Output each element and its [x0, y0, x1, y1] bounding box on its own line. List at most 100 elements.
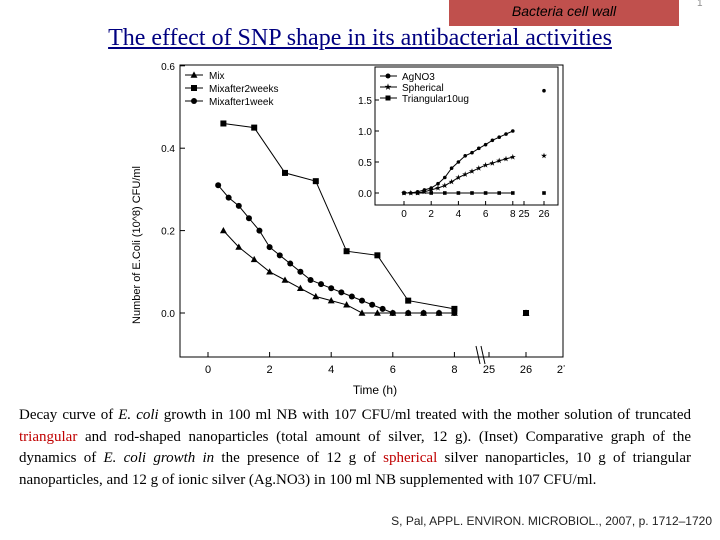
data-point-Mixafter2weeks — [220, 120, 227, 127]
data-point-Mixafter2weeks — [374, 252, 381, 259]
data-point-Mixafter1week — [451, 310, 458, 316]
inset-data-point-AgNO3 — [470, 150, 474, 155]
data-point-Mixafter1week — [436, 310, 442, 316]
inset-data-point-AgNO3 — [542, 88, 546, 93]
caption-species: E. coli — [118, 407, 159, 423]
data-point-Mix — [343, 301, 351, 308]
inset-data-point-Triangular10ug — [402, 191, 406, 195]
data-point-Mixafter1week — [215, 182, 222, 189]
inset-data-point-AgNO3 — [456, 160, 461, 164]
inset-data-point-AgNO3 — [443, 175, 447, 180]
slide-number: 1 — [697, 0, 703, 9]
section-banner-label: Bacteria cell wall — [511, 3, 617, 19]
x-axis-label: Time (h) — [353, 383, 397, 397]
inset-data-point-Triangular10ug — [542, 191, 546, 195]
inset-data-point-Spherical — [448, 178, 455, 185]
inset-data-point-Triangular10ug — [429, 191, 433, 195]
legend-marker-Mixafter1week — [191, 98, 197, 104]
inset-x-tick-label: 25 — [518, 209, 530, 220]
inset-data-point-Spherical — [455, 174, 462, 180]
inset-data-point-Spherical — [489, 160, 496, 166]
data-point-Mixafter2weeks — [312, 178, 319, 185]
inset-y-tick-label: 0.5 — [358, 158, 372, 169]
figure-caption: Decay curve of E. coli growth in 100 ml … — [19, 405, 691, 491]
inset-data-point-AgNO3 — [497, 135, 502, 139]
inset-data-point-Spherical — [435, 184, 441, 191]
main-axes: 024682526270.00.20.40.6 — [161, 62, 565, 376]
inset-data-point-Spherical — [475, 165, 482, 171]
caption-highlight-triangular: triangular — [19, 428, 78, 445]
data-point-Mixafter1week — [256, 227, 263, 234]
series-line-Mix — [223, 230, 455, 314]
inset-data-point-AgNO3 — [436, 181, 440, 186]
y-tick-label: 0.2 — [161, 227, 175, 238]
inset-data-point-Triangular10ug — [511, 191, 515, 195]
legend-label: Mix — [209, 71, 225, 82]
inset-legend-marker-Triangular10ug — [385, 95, 391, 101]
data-point-Mixafter2weeks — [343, 248, 350, 255]
main-series-group — [215, 120, 530, 316]
series-line-Mixafter1week — [217, 184, 455, 314]
inset-data-point-Spherical — [428, 186, 435, 193]
x-tick-label: 25 — [483, 364, 495, 376]
data-point-Mixafter2weeks — [451, 305, 458, 312]
inset-series-group — [401, 88, 547, 196]
data-point-Mix — [296, 284, 304, 291]
data-point-Mix — [250, 255, 258, 263]
data-point-Mixafter1week — [389, 310, 396, 316]
main-legend: Mix Mixafter2weeks Mixafter1week — [185, 71, 278, 108]
data-point-Mixafter1week — [318, 281, 325, 288]
data-point-Mix — [358, 309, 366, 316]
data-point-Mixafter1week — [297, 268, 304, 275]
data-point-Mix — [219, 227, 227, 234]
inset-data-point-Spherical — [482, 162, 489, 168]
inset-data-point-AgNO3 — [477, 146, 481, 151]
inset-legend-label: Triangular10ug — [402, 94, 469, 105]
x-tick-label: 26 — [520, 364, 532, 376]
inset-data-point-Spherical — [469, 168, 475, 174]
inset-x-tick-label: 8 — [510, 209, 516, 220]
axis-break-mark — [480, 345, 486, 365]
x-tick-label: 0 — [205, 364, 211, 376]
x-tick-label: 6 — [390, 364, 396, 376]
axis-break-mark — [475, 345, 481, 365]
data-point-Mixafter2weeks — [405, 297, 412, 304]
inset-legend-marker-Spherical — [384, 83, 392, 90]
inset-data-point-AgNO3 — [490, 138, 495, 143]
citation: S, Pal, APPL. ENVIRON. MICROBIOL., 2007,… — [391, 514, 712, 528]
legend-marker-Mixafter2weeks — [191, 85, 197, 91]
inset-data-point-Spherical — [441, 182, 448, 189]
data-point-Mixafter1week — [359, 297, 365, 304]
inset-data-point-Triangular10ug — [443, 191, 447, 195]
data-point-Mix — [312, 292, 320, 300]
inset-x-tick-label: 2 — [428, 209, 434, 220]
inset-data-point-Triangular10ug — [456, 191, 461, 195]
data-point-Mixafter1week — [338, 289, 345, 296]
inset-y-tick-label: 1.0 — [358, 127, 372, 138]
data-point-Mix — [327, 297, 335, 304]
inset-axes: 0 2 4 6 8 25 26 0.0 0.5 1.0 1.5 — [358, 96, 550, 220]
data-point-Mixafter1week — [266, 244, 273, 251]
y-tick-label: 0.4 — [161, 144, 175, 155]
inset-data-point-AgNO3 — [449, 166, 454, 170]
inset-data-point-Spherical — [462, 171, 469, 177]
main-plot-frame — [179, 64, 564, 365]
data-point-Mixafter2weeks — [251, 124, 258, 131]
y-tick-label: 0.6 — [161, 62, 175, 73]
inset-legend-label: Spherical — [402, 83, 444, 94]
data-point-Mix — [235, 243, 243, 250]
inset-data-point-AgNO3 — [504, 132, 508, 136]
caption-highlight-spherical: spherical — [383, 450, 438, 466]
y-axis-label: Number of E.Coli (10^8) CFU/ml — [131, 166, 143, 324]
inset-data-point-AgNO3 — [511, 129, 515, 133]
inset-x-tick-label: 26 — [538, 209, 550, 220]
data-point-Mixafter1week — [420, 310, 427, 316]
caption-text: silver nanoparticles, 10 g of triangular… — [19, 450, 691, 488]
inset-data-point-Triangular10ug — [483, 191, 488, 195]
data-point-Mix — [281, 276, 289, 283]
data-point-Mixafter1week — [523, 310, 529, 316]
decay-chart: 024682526270.00.20.40.6 Time (h) Number … — [131, 62, 565, 397]
inset-data-point-Triangular10ug — [415, 191, 420, 195]
inset-data-point-AgNO3 — [463, 154, 468, 158]
